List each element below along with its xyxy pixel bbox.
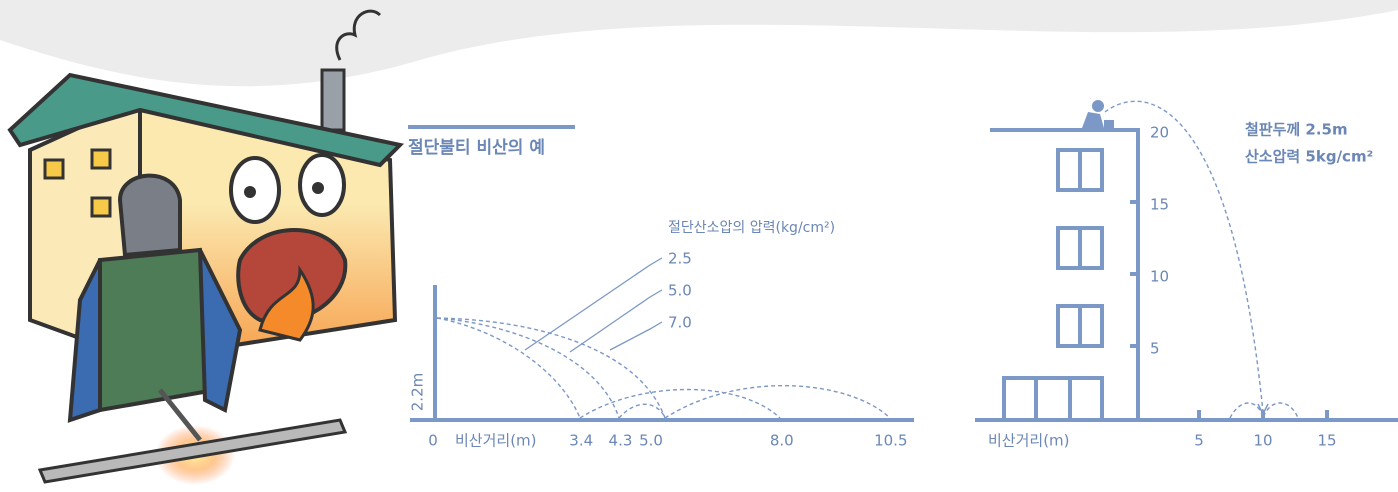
spark-path xyxy=(436,317,620,419)
y-tick-label: 5 xyxy=(1150,340,1160,358)
x-tick-label: 15 xyxy=(1317,432,1336,450)
height-label: 2.2m xyxy=(409,373,427,411)
x-tick-label: 10 xyxy=(1253,432,1272,450)
spark-path xyxy=(1104,100,1264,413)
building xyxy=(1002,148,1104,422)
spark-bounce xyxy=(579,388,781,419)
x-tick-label: 5.0 xyxy=(639,432,663,450)
annotation: 철판두께 2.5m xyxy=(1245,121,1348,139)
background-swoosh xyxy=(0,0,1398,87)
title: 절단불티 비산의 예 xyxy=(408,137,545,158)
x-tick-label: 5 xyxy=(1194,432,1204,450)
spark-bounce xyxy=(664,385,891,419)
pressure-label: 5.0 xyxy=(668,282,692,300)
x-tick-label: 10.5 xyxy=(874,432,907,450)
leader-line xyxy=(524,257,663,351)
spark-bounce xyxy=(1229,402,1299,421)
y-tick-label: 20 xyxy=(1150,124,1169,142)
pressure-label: 2.5 xyxy=(668,250,692,268)
x-tick-label: 3.4 xyxy=(569,432,593,450)
x-tick-label: 4.3 xyxy=(609,432,633,450)
leader-line xyxy=(609,321,663,351)
pressure-label: 7.0 xyxy=(668,314,692,332)
left-diagram: 절단산소압의 압력(kg/cm²) 2.5 5.0 7.0 2.2m 비산거리(… xyxy=(409,220,914,450)
annotation: 산소압력 5kg/cm² xyxy=(1245,148,1373,166)
legend-title: 절단산소압의 압력(kg/cm²) xyxy=(668,220,835,236)
worker-illustration xyxy=(37,173,348,485)
right-diagram: 철판두께 2.5m 산소압력 5kg/cm² 비산거리(m) xyxy=(975,100,1398,450)
x-tick-label: 8.0 xyxy=(770,432,794,450)
x-axis-label: 비산거리(m) xyxy=(455,432,537,450)
spark-path xyxy=(436,317,581,419)
x-axis-label: 비산거리(m) xyxy=(988,432,1070,450)
y-tick-label: 10 xyxy=(1150,268,1169,286)
x-tick-label: 0 xyxy=(428,432,438,450)
worker-icon xyxy=(1082,100,1114,128)
spark-bounce xyxy=(618,403,666,419)
y-tick-label: 15 xyxy=(1150,196,1169,214)
spark-path xyxy=(436,317,666,419)
leader-line xyxy=(569,289,663,353)
